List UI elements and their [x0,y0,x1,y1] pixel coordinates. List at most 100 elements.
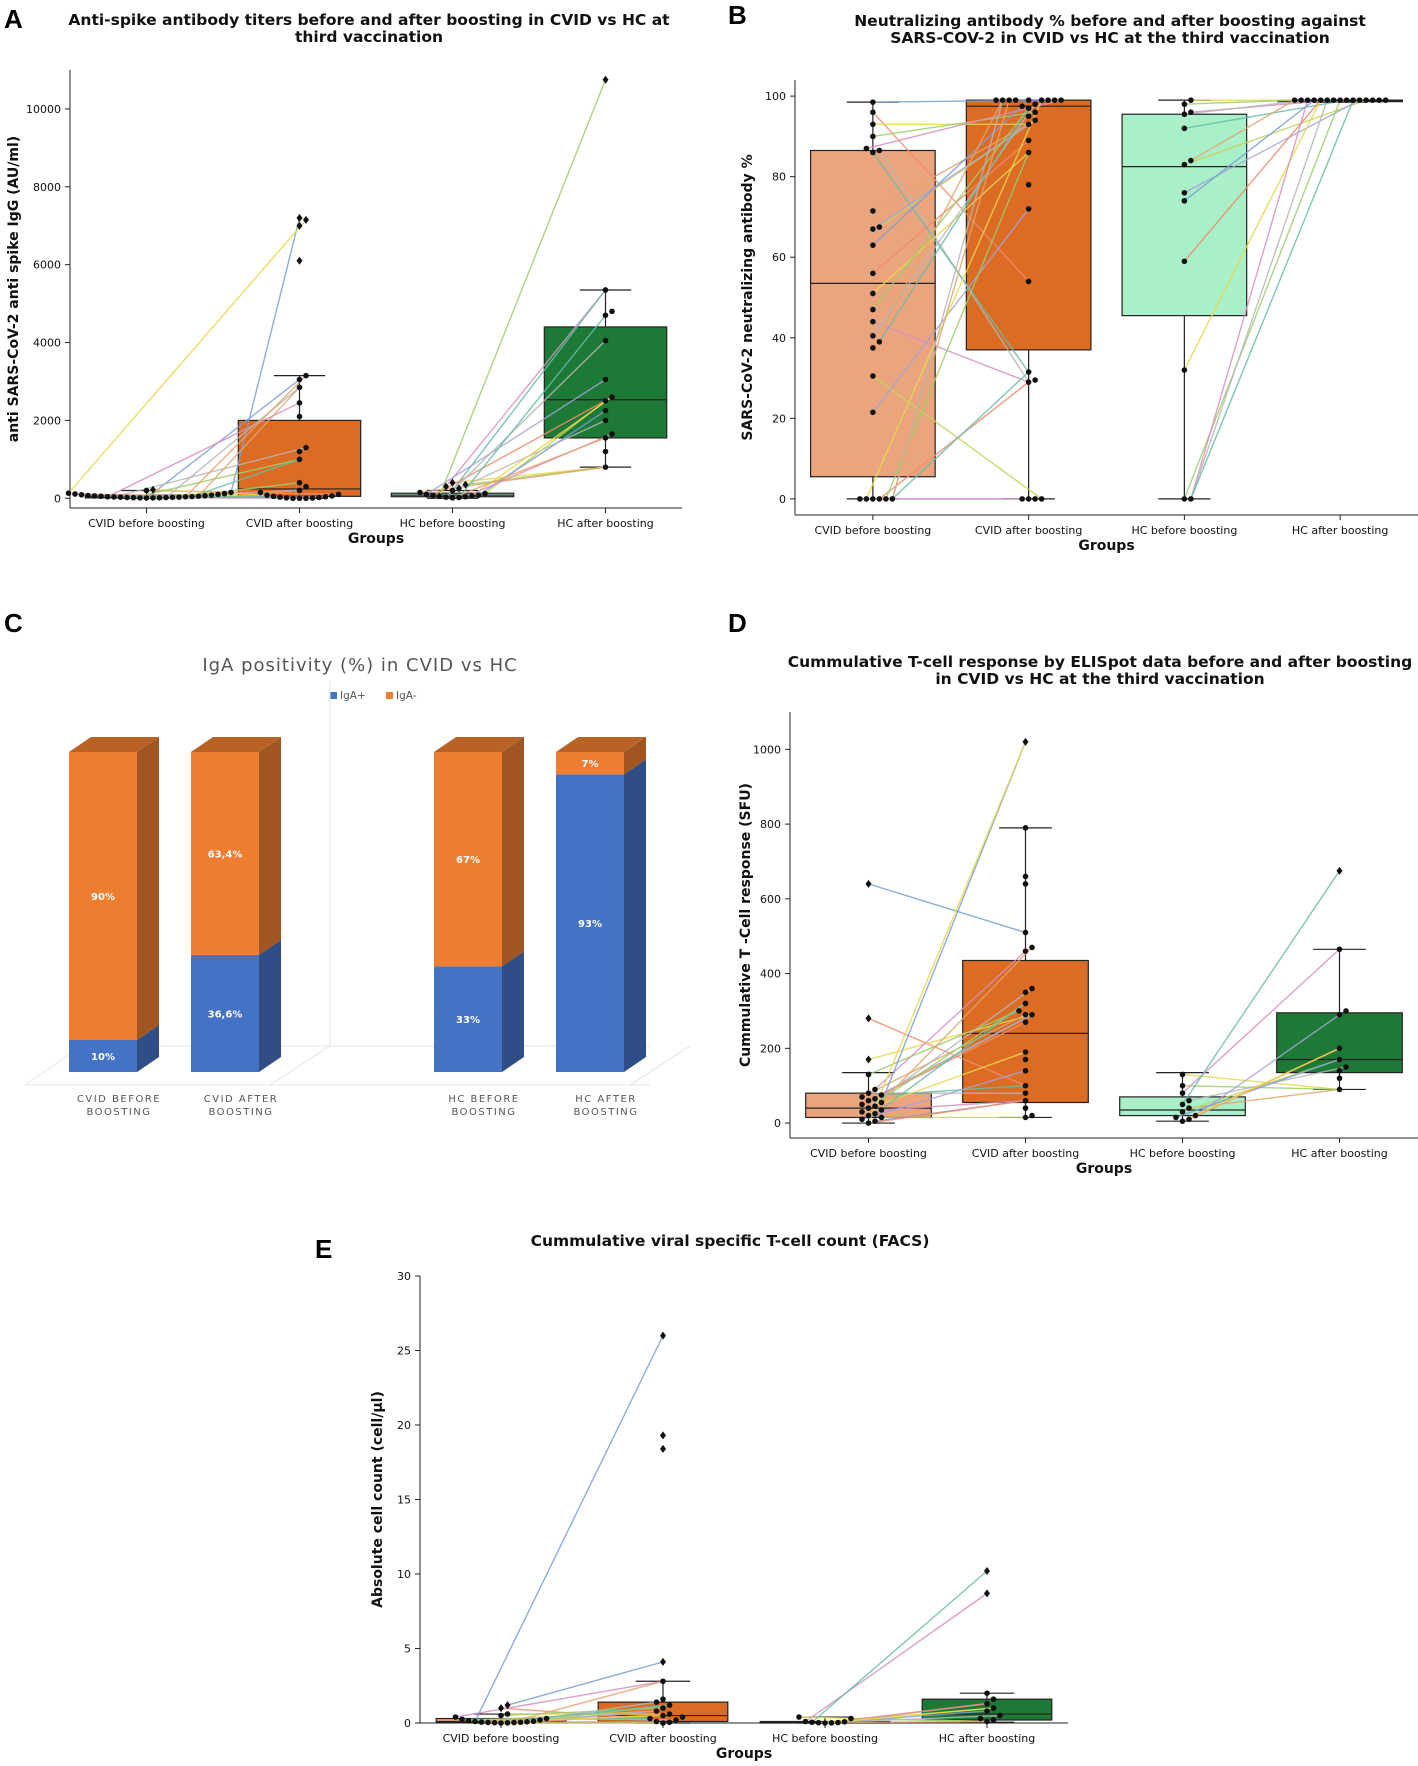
y-tick-label: 15 [397,1494,411,1507]
chart-title: IgA positivity (%) in CVID vs HC [202,655,517,676]
data-point [1022,1105,1029,1111]
bar-segment [434,752,502,967]
data-point [1304,97,1311,103]
bar-segment [69,1040,137,1072]
data-point [1022,1049,1029,1055]
data-point [859,1109,865,1115]
data-point [104,493,111,500]
data-point [303,372,309,379]
y-tick-label: 0 [54,492,61,505]
x-tick-label: HC BEFORE [448,1094,519,1105]
bar-side [137,737,159,1040]
pair-line [837,1720,988,1724]
x-tick-label: BOOSTING [86,1107,151,1118]
data-point [872,1118,878,1124]
data-point [303,483,309,490]
data-point [1022,881,1029,887]
data-point [524,1719,530,1725]
pair-line [878,107,1030,343]
pair-line [868,883,1026,934]
pair-line [805,1592,988,1723]
legend-swatch [330,692,337,699]
pair-line [867,741,1027,1124]
y-tick-label: 60 [772,251,786,264]
data-point [530,1718,537,1725]
data-point [498,1712,504,1719]
legend-label: IgA- [396,690,417,702]
data-point [1025,149,1032,156]
outlier-point [1022,737,1029,746]
data-point [990,1696,997,1702]
data-point [870,149,876,156]
data-point [653,1718,660,1725]
data-label: 7% [582,759,599,770]
data-point [872,1110,878,1117]
outlier-point [504,1701,511,1710]
pair-line [1182,1047,1340,1122]
data-point [1343,1008,1349,1014]
bar-side [624,737,646,775]
data-point [472,1718,478,1725]
data-label: 33% [456,1015,480,1026]
data-point [660,1720,666,1726]
data-point [1181,496,1188,502]
pair-line [872,139,1030,274]
data-point [1350,97,1356,103]
outlier-point [296,213,303,222]
pair-line [133,458,300,499]
outlier-point [865,879,872,888]
data-point [1192,1112,1199,1119]
data-point [228,489,234,496]
outlier-point [865,1014,872,1023]
data-point [1025,97,1032,103]
pair-line [874,950,1026,1090]
data-point [1022,1082,1029,1089]
x-tick-label: HC before boosting [1130,1147,1236,1160]
pair-line [67,219,307,494]
panel-d: D Cummulative T-cell response by ELISpot … [728,608,1418,1177]
pair-line [872,208,1030,413]
legend-swatch [386,692,393,699]
data-point [1022,1097,1029,1104]
data-point [1022,873,1029,880]
chart-title: in CVID vs HC at the third vaccination [935,670,1264,688]
x-tick-label: HC after boosting [939,1732,1035,1745]
data-point [872,1103,878,1110]
data-point [1336,1045,1343,1052]
data-point [859,1116,865,1123]
data-point [1019,496,1025,502]
data-point [997,1712,1003,1719]
outlier-point [660,1444,666,1453]
x-tick-label: BOOSTING [208,1107,273,1118]
data-point [1025,181,1032,188]
data-point [511,1719,517,1726]
pair-line [868,1014,1033,1102]
data-point [137,495,143,501]
data-point [1051,97,1058,103]
panel-label: B [728,0,747,30]
data-point [449,495,456,501]
data-point [91,493,98,499]
data-point [1186,1105,1192,1111]
y-tick-label: 600 [760,893,781,906]
data-point [163,494,169,501]
pair-line [1190,99,1295,162]
outlier-point [660,1331,666,1340]
data-point [1179,1090,1186,1096]
data-point [150,495,156,501]
data-point [602,448,609,455]
data-point [1025,369,1032,375]
data-point [1032,117,1038,124]
outlier-point [602,75,609,84]
box-2 [962,959,1089,1104]
pair-line [1184,99,1308,115]
data-point [870,208,876,214]
data-point [1016,1008,1022,1014]
y-tick-label: 10000 [26,103,61,116]
data-point [993,97,999,103]
data-point [1179,1109,1186,1115]
data-point [1369,97,1376,103]
data-point [1186,1116,1192,1123]
y-tick-label: 0 [404,1717,411,1730]
data-point [609,308,615,315]
